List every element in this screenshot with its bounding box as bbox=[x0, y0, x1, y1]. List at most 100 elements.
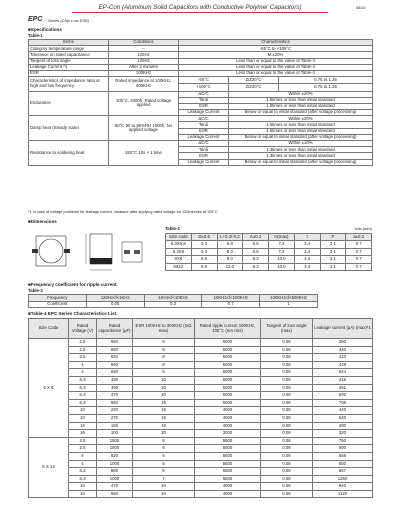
value-cell: 18 bbox=[132, 421, 195, 431]
section-heading: ■Frequency coefficient for ripple curren… bbox=[28, 282, 118, 287]
ripple-table: Frequency 120Hz≤f<1KHz 1KHz≤f<10KHz 10KHz≤f… bbox=[28, 294, 318, 308]
value-cell: 10 bbox=[68, 489, 97, 499]
value-cell: 706 bbox=[312, 398, 373, 408]
value-cell: 4 bbox=[68, 459, 97, 469]
item-cell: Characteristics of impedance ratio at hi… bbox=[28, 76, 109, 92]
coefficient-cell: 1 bbox=[259, 300, 318, 308]
characteristics-row: 4 820 6 5500 0.08 656 bbox=[29, 451, 373, 461]
value-cell: 410 bbox=[312, 353, 373, 362]
dimension-cell: 3.4 bbox=[293, 262, 321, 271]
value-cell: Z/Z20°C bbox=[228, 76, 279, 85]
value-cell: 6.3 bbox=[68, 467, 97, 476]
value-cell: 940 bbox=[312, 482, 373, 491]
unit-label: Unit (mm) bbox=[354, 226, 372, 231]
value-cell: 2.5 bbox=[68, 444, 97, 453]
value-cell: 16 bbox=[68, 421, 97, 431]
value-cell: 416 bbox=[312, 375, 373, 385]
value-cell: 0.08 bbox=[260, 421, 313, 431]
dimension-cell: 7.3 bbox=[268, 247, 295, 256]
top-view bbox=[35, 235, 67, 267]
table-label: Table-2 bbox=[165, 226, 180, 231]
value-cell: 6 bbox=[132, 436, 195, 446]
item-cell: Damp heat (Steady state) bbox=[28, 115, 109, 141]
value-cell: 3000 bbox=[194, 429, 261, 438]
header-cell: D±0.5 bbox=[190, 233, 218, 241]
title-rule bbox=[72, 12, 328, 13]
value-cell: 4 bbox=[68, 451, 97, 461]
header-row: Size Code Rated Voltage (V) Rated capacita… bbox=[28, 318, 373, 339]
value-cell: 0.08 bbox=[260, 467, 313, 476]
value-cell: 10 bbox=[132, 489, 195, 499]
value-cell: 857 bbox=[312, 467, 373, 476]
value-cell: 680 bbox=[96, 368, 133, 377]
value-cell: 4000 bbox=[194, 413, 261, 423]
value-cell: 10 bbox=[68, 406, 97, 415]
value-cell: 15 bbox=[132, 398, 195, 408]
value-cell: 4000 bbox=[194, 489, 261, 499]
value-cell: 20 bbox=[132, 429, 195, 438]
page-number: 08/10 bbox=[356, 6, 366, 10]
dimension-cell: 8.3 bbox=[242, 255, 269, 264]
value-cell: 448 bbox=[312, 360, 373, 370]
value-cell: 5500 bbox=[194, 474, 261, 484]
page-title: EP-Con (Aluminum Solid Capacitors with C… bbox=[98, 4, 302, 11]
table-label: Table-1 bbox=[28, 33, 43, 38]
value-cell: 560 bbox=[96, 338, 133, 347]
value-cell: 560 bbox=[96, 398, 133, 408]
header-cell: Tangent of loss angle (max) bbox=[260, 318, 313, 339]
value-cell: 560 bbox=[96, 360, 133, 370]
characteristics-row: 16 100 20 3000 0.08 320 bbox=[29, 429, 373, 438]
item-cell: Endurance bbox=[28, 90, 109, 117]
value-cell: Below or equal to initial standard (afte… bbox=[227, 133, 374, 142]
value-cell: Below or equal to initial standard (afte… bbox=[227, 158, 374, 166]
value-cell: Z/Z20°C bbox=[228, 83, 279, 92]
value-cell: 440 bbox=[312, 406, 373, 415]
characteristics-row: 4 560 8 5000 0.08 448 bbox=[29, 360, 373, 370]
terminal bbox=[32, 249, 38, 253]
value-cell: 0.75 to 1.25 bbox=[277, 83, 374, 92]
value-cell: 491 bbox=[312, 383, 373, 393]
value-cell: 5000 bbox=[194, 383, 261, 393]
value-cell: 220 bbox=[96, 406, 133, 415]
dimension-cell: 0.7 bbox=[345, 240, 372, 249]
condition-cell: Rated impedance at 100KHz, 400KHz bbox=[108, 76, 179, 92]
dimension-cell: 6.3 bbox=[190, 240, 218, 249]
value-cell: 1120 bbox=[312, 489, 373, 499]
value-cell: 5000 bbox=[194, 391, 261, 400]
dimension-cell: 6.3X8 bbox=[165, 247, 192, 256]
value-cell: 330 bbox=[96, 375, 133, 385]
value-cell: +105°C bbox=[178, 83, 229, 92]
section-heading: ■Specifications bbox=[28, 27, 62, 32]
value-cell: 560 bbox=[96, 489, 133, 499]
value-cell: 10 bbox=[68, 413, 97, 423]
section-heading: ■Dimensions bbox=[28, 219, 57, 224]
value-cell: 270 bbox=[96, 413, 133, 423]
characteristics-row: 10 270 15 4000 0.08 540 bbox=[29, 413, 373, 423]
condition-cell: 105°C, 2000h, Rated voltage applied bbox=[108, 90, 179, 117]
table-label: Table-3 bbox=[28, 288, 43, 293]
characteristics-row: 4 1000 6 5500 0.08 800 bbox=[29, 459, 373, 469]
value-cell: 16 bbox=[68, 429, 97, 438]
header-cell: P bbox=[319, 233, 347, 241]
dimension-cell: 8X12 bbox=[165, 262, 192, 271]
value-cell: 544 bbox=[312, 368, 373, 377]
value-cell: 6 bbox=[132, 467, 195, 476]
terminal bbox=[64, 249, 70, 253]
spec-row: Leakage Current Below or equal to initial… bbox=[29, 158, 374, 166]
value-cell: 6.3 bbox=[68, 383, 97, 393]
value-cell: 6.3 bbox=[68, 474, 97, 484]
value-cell: 6 bbox=[132, 451, 195, 461]
value-cell: 280 bbox=[312, 338, 373, 347]
dimension-cell: 3.1 bbox=[319, 255, 347, 264]
value-cell: 2.5 bbox=[68, 338, 97, 347]
value-cell: 0.08 bbox=[260, 338, 313, 347]
spec-row: Endurance 105°C, 2000h, Rated voltage app… bbox=[28, 90, 374, 117]
header-cell: Leakage current (μA) (max)*1 bbox=[312, 318, 373, 339]
dimension-row: 8X12 8.0 12.0 8.3 10.0 3.4 3.1 0.7 bbox=[165, 262, 372, 271]
value-cell: 8 bbox=[132, 345, 195, 355]
value-cell: 0.08 bbox=[260, 353, 313, 362]
value-cell: 100 bbox=[96, 429, 133, 438]
value-cell: 8 bbox=[132, 338, 195, 347]
